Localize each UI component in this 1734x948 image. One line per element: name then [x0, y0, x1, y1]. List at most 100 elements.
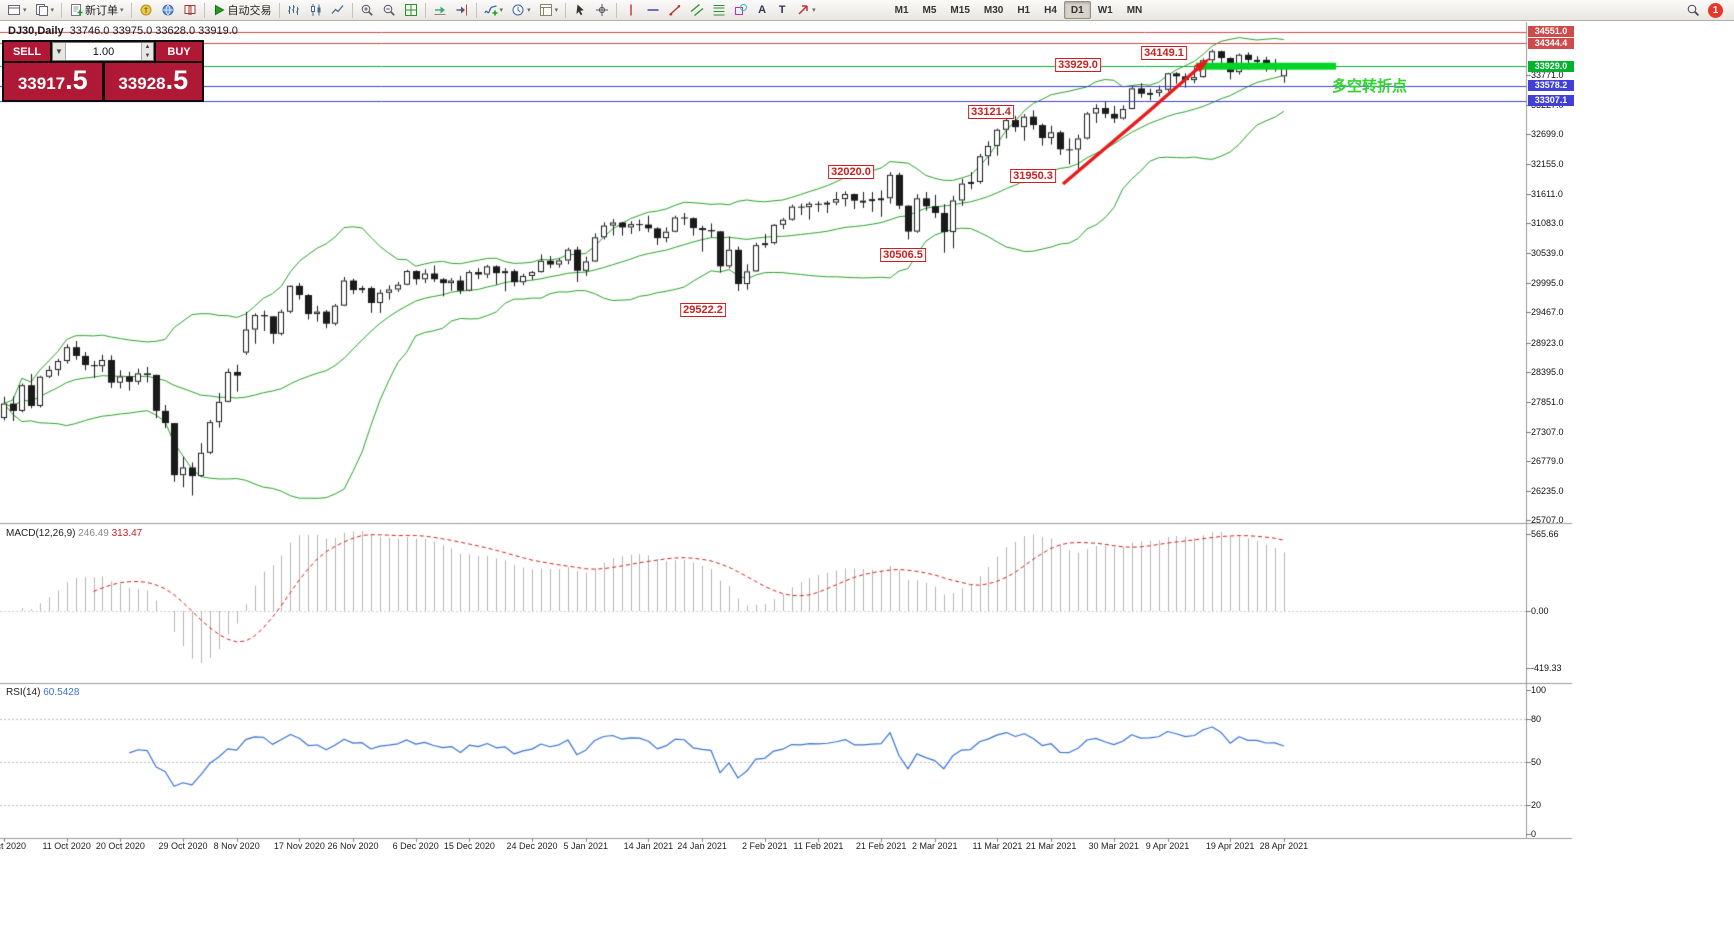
horizontal-line-button[interactable] — [642, 1, 664, 20]
new-chart-button[interactable]: ▾ — [3, 1, 31, 20]
price-axis-tick: 31611.0 — [1531, 189, 1563, 200]
equidistant-channel-button[interactable] — [686, 1, 708, 20]
market-watch-button[interactable] — [135, 1, 157, 20]
window-icon — [7, 3, 21, 17]
date-axis-label: 6 Dec 2020 — [392, 841, 439, 851]
fibonacci-button[interactable] — [708, 1, 730, 20]
shapes-icon — [734, 3, 748, 17]
timeframe-m30[interactable]: M30 — [983, 4, 1004, 16]
coin-icon — [139, 3, 153, 17]
indicators-button[interactable]: ▾ — [480, 1, 508, 20]
play-icon — [212, 3, 226, 17]
arrowmark-icon — [796, 3, 810, 17]
buy-button[interactable]: BUY — [156, 42, 202, 61]
periods-button[interactable]: ▾ — [507, 1, 535, 20]
price-callout-label[interactable]: 33929.0 — [1055, 58, 1101, 72]
date-axis-label: 21 Feb 2021 — [855, 841, 907, 851]
crosshair-button[interactable] — [591, 1, 613, 20]
tile-windows-button[interactable] — [400, 1, 422, 20]
timeframe-w1[interactable]: W1 — [1097, 4, 1113, 16]
turning-point-note[interactable]: 多空转折点 — [1332, 78, 1408, 95]
chevron-down-icon: ▾ — [50, 7, 55, 14]
price-callout-label[interactable]: 31950.3 — [1010, 169, 1056, 183]
candlestick-chart-button[interactable] — [305, 1, 327, 20]
bar-chart-button[interactable] — [283, 1, 305, 20]
toolbar-separator — [424, 2, 426, 18]
cursor-button[interactable] — [569, 1, 591, 20]
price-callout-label[interactable]: 30506.5 — [880, 248, 926, 262]
spinner-up-icon[interactable]: ▲ — [144, 44, 151, 51]
date-axis-label: 20 Oct 2020 — [95, 841, 145, 851]
zoom-in-button[interactable] — [356, 1, 378, 20]
notification-badge[interactable]: 1 — [1708, 2, 1723, 18]
rsi-axis-tick: 100 — [1531, 685, 1547, 695]
buy-price[interactable]: 33928.5 — [104, 63, 202, 100]
date-axis-label: 30 Mar 2021 — [1088, 841, 1140, 851]
terminal-button[interactable] — [179, 1, 201, 20]
price-line-badge: 33578.2 — [1528, 80, 1574, 92]
date-axis-label: 9 Apr 2021 — [1145, 841, 1190, 851]
timeframe-h1[interactable]: H1 — [1017, 4, 1031, 16]
rsi-value: 60.5428 — [43, 687, 80, 698]
neworder-icon — [69, 3, 83, 17]
text-button[interactable]: A — [752, 1, 772, 20]
date-axis-label: 24 Jan 2021 — [677, 841, 727, 851]
search-button[interactable] — [1682, 1, 1704, 20]
price-callout-label[interactable]: 34149.1 — [1141, 46, 1187, 60]
price-callout-label[interactable]: 29522.2 — [680, 303, 726, 317]
new-order-button[interactable]: 新订单 ▾ — [65, 1, 128, 20]
templates-button[interactable]: ▾ — [535, 1, 563, 20]
timeframe-m5[interactable]: M5 — [922, 4, 937, 16]
timeframe-group: M1 M5 M15 M30 H1 H4 D1 W1 MN — [888, 1, 1150, 19]
price-axis-tick: 31083.0 — [1531, 218, 1564, 229]
timeframe-mn[interactable]: MN — [1126, 4, 1143, 16]
rsi-label: RSI(14) 60.5428 — [6, 687, 79, 698]
template-icon — [539, 3, 553, 17]
timeframe-d1[interactable]: D1 — [1063, 1, 1091, 19]
sell-price-frac: .5 — [65, 65, 88, 95]
date-axis-label: 11 Oct 2020 — [42, 841, 91, 851]
macd-label: MACD(12,26,9) 246.49 313.47 — [6, 528, 142, 539]
zoomout-icon — [382, 3, 396, 17]
timeframe-m15[interactable]: M15 — [950, 4, 970, 16]
macd-main-value: 246.49 — [78, 528, 109, 539]
timeframe-h4[interactable]: H4 — [1044, 4, 1057, 16]
auto-scroll-button[interactable] — [429, 1, 451, 20]
rsi-axis-tick: 50 — [1531, 757, 1542, 767]
price-axis-tick: 28923.0 — [1531, 337, 1564, 348]
vertical-line-button[interactable] — [620, 1, 642, 20]
autotrading-button[interactable]: 自动交易 — [208, 1, 276, 20]
sell-button[interactable]: SELL — [4, 42, 50, 61]
timeframe-m1[interactable]: M1 — [894, 4, 909, 16]
date-axis-label: 26 Nov 2020 — [327, 841, 379, 851]
profiles-button[interactable]: ▾ — [31, 1, 59, 20]
price-axis-tick: 33771.0 — [1531, 69, 1564, 80]
shapes-button[interactable] — [730, 1, 752, 20]
data-window-button[interactable] — [157, 1, 179, 20]
chart-shift-button[interactable] — [451, 1, 473, 20]
volume-spinner[interactable]: ▲ ▼ — [141, 43, 153, 60]
toolbar-separator — [203, 2, 205, 18]
buy-price-frac: .5 — [165, 65, 189, 95]
spinner-down-icon[interactable]: ▼ — [144, 52, 151, 59]
price-axis-tick: 27851.0 — [1531, 396, 1564, 407]
volume-input[interactable] — [66, 43, 141, 60]
sell-price[interactable]: 33917.5 — [4, 63, 102, 100]
line-chart-button[interactable] — [327, 1, 349, 20]
date-axis-label: 2 Mar 2021 — [912, 841, 958, 851]
arrows-button[interactable]: ▾ — [792, 1, 820, 20]
toolbar-separator — [565, 2, 567, 18]
text-label-button[interactable]: T — [772, 1, 792, 20]
price-callout-label[interactable]: 32020.0 — [828, 165, 874, 179]
crosshair-icon — [595, 3, 609, 17]
date-axis-label: 24 Dec 2020 — [506, 841, 558, 851]
price-axis-tick: 26779.0 — [1531, 455, 1564, 466]
bars-icon — [287, 3, 301, 17]
volume-dropdown[interactable]: ▼ — [53, 43, 66, 60]
price-axis-tick: 30539.0 — [1531, 248, 1564, 259]
price-callout-label[interactable]: 33121.4 — [968, 105, 1014, 119]
trendline-button[interactable] — [664, 1, 686, 20]
zoom-out-button[interactable] — [378, 1, 400, 20]
channel-icon — [690, 3, 704, 17]
